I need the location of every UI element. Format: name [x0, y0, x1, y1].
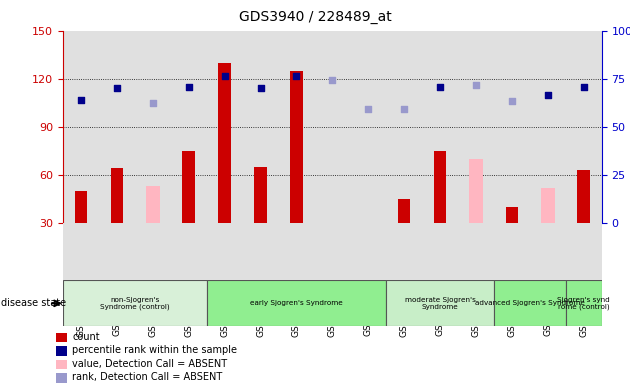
Bar	[56, 359, 67, 369]
Bar	[578, 170, 590, 223]
Bar	[458, 223, 494, 280]
Bar	[326, 223, 339, 226]
Point	[578, 84, 588, 90]
Text: disease state: disease state	[1, 298, 66, 308]
Bar	[243, 31, 278, 223]
Bar	[56, 346, 67, 356]
Bar	[171, 31, 207, 223]
Bar	[566, 31, 602, 223]
Bar	[434, 151, 446, 223]
Bar	[469, 159, 483, 223]
Point	[291, 73, 301, 79]
Bar	[207, 223, 243, 280]
Text: value, Detection Call = ABSENT: value, Detection Call = ABSENT	[72, 359, 227, 369]
Bar	[99, 31, 135, 223]
Bar	[530, 223, 566, 280]
Bar	[422, 223, 458, 280]
Point	[112, 85, 122, 91]
Point	[219, 73, 229, 79]
Bar	[243, 223, 278, 280]
Text: rank, Detection Call = ABSENT: rank, Detection Call = ABSENT	[72, 372, 222, 382]
Text: advanced Sjogren's Syndrome: advanced Sjogren's Syndrome	[475, 300, 585, 306]
Bar	[314, 31, 350, 223]
Bar	[135, 31, 171, 223]
Bar	[111, 168, 123, 223]
Bar	[75, 191, 87, 223]
Point	[399, 106, 409, 112]
Point	[435, 84, 445, 90]
Bar	[207, 31, 243, 223]
Text: GDS3940 / 228489_at: GDS3940 / 228489_at	[239, 10, 391, 23]
Text: non-Sjogren's
Syndrome (control): non-Sjogren's Syndrome (control)	[100, 296, 169, 310]
Point	[507, 98, 517, 104]
FancyBboxPatch shape	[494, 280, 566, 326]
Bar	[506, 207, 518, 223]
Bar	[99, 223, 135, 280]
Bar	[56, 333, 67, 343]
Point	[471, 82, 481, 88]
Bar	[63, 31, 99, 223]
Text: percentile rank within the sample: percentile rank within the sample	[72, 345, 238, 356]
Point	[328, 77, 338, 83]
Bar	[541, 187, 554, 223]
Point	[363, 106, 373, 112]
Point	[542, 92, 553, 98]
FancyBboxPatch shape	[386, 280, 494, 326]
Text: moderate Sjogren's
Syndrome: moderate Sjogren's Syndrome	[404, 297, 476, 310]
Text: Sjogren's synd
rome (control): Sjogren's synd rome (control)	[558, 296, 610, 310]
Bar	[458, 31, 494, 223]
FancyBboxPatch shape	[566, 280, 602, 326]
Bar	[314, 223, 350, 280]
Text: count: count	[72, 332, 100, 342]
FancyBboxPatch shape	[207, 280, 386, 326]
Bar	[63, 223, 99, 280]
Bar	[386, 223, 422, 280]
Bar	[350, 31, 386, 223]
Bar	[350, 223, 386, 280]
Bar	[386, 31, 422, 223]
FancyBboxPatch shape	[63, 280, 207, 326]
Bar	[56, 373, 67, 382]
Bar	[219, 63, 231, 223]
Bar	[566, 223, 602, 280]
Bar	[494, 31, 530, 223]
Bar	[530, 31, 566, 223]
Bar	[183, 151, 195, 223]
Bar	[422, 31, 458, 223]
Bar	[398, 199, 410, 223]
Point	[147, 100, 158, 106]
Bar	[171, 223, 207, 280]
Point	[184, 84, 194, 90]
Bar	[278, 223, 314, 280]
Bar	[290, 71, 302, 223]
Bar	[135, 223, 171, 280]
Bar	[278, 31, 314, 223]
Bar	[255, 167, 266, 223]
Point	[76, 96, 86, 103]
Point	[256, 85, 266, 91]
Bar	[494, 223, 530, 280]
Text: early Sjogren's Syndrome: early Sjogren's Syndrome	[250, 300, 343, 306]
Bar	[146, 186, 159, 223]
